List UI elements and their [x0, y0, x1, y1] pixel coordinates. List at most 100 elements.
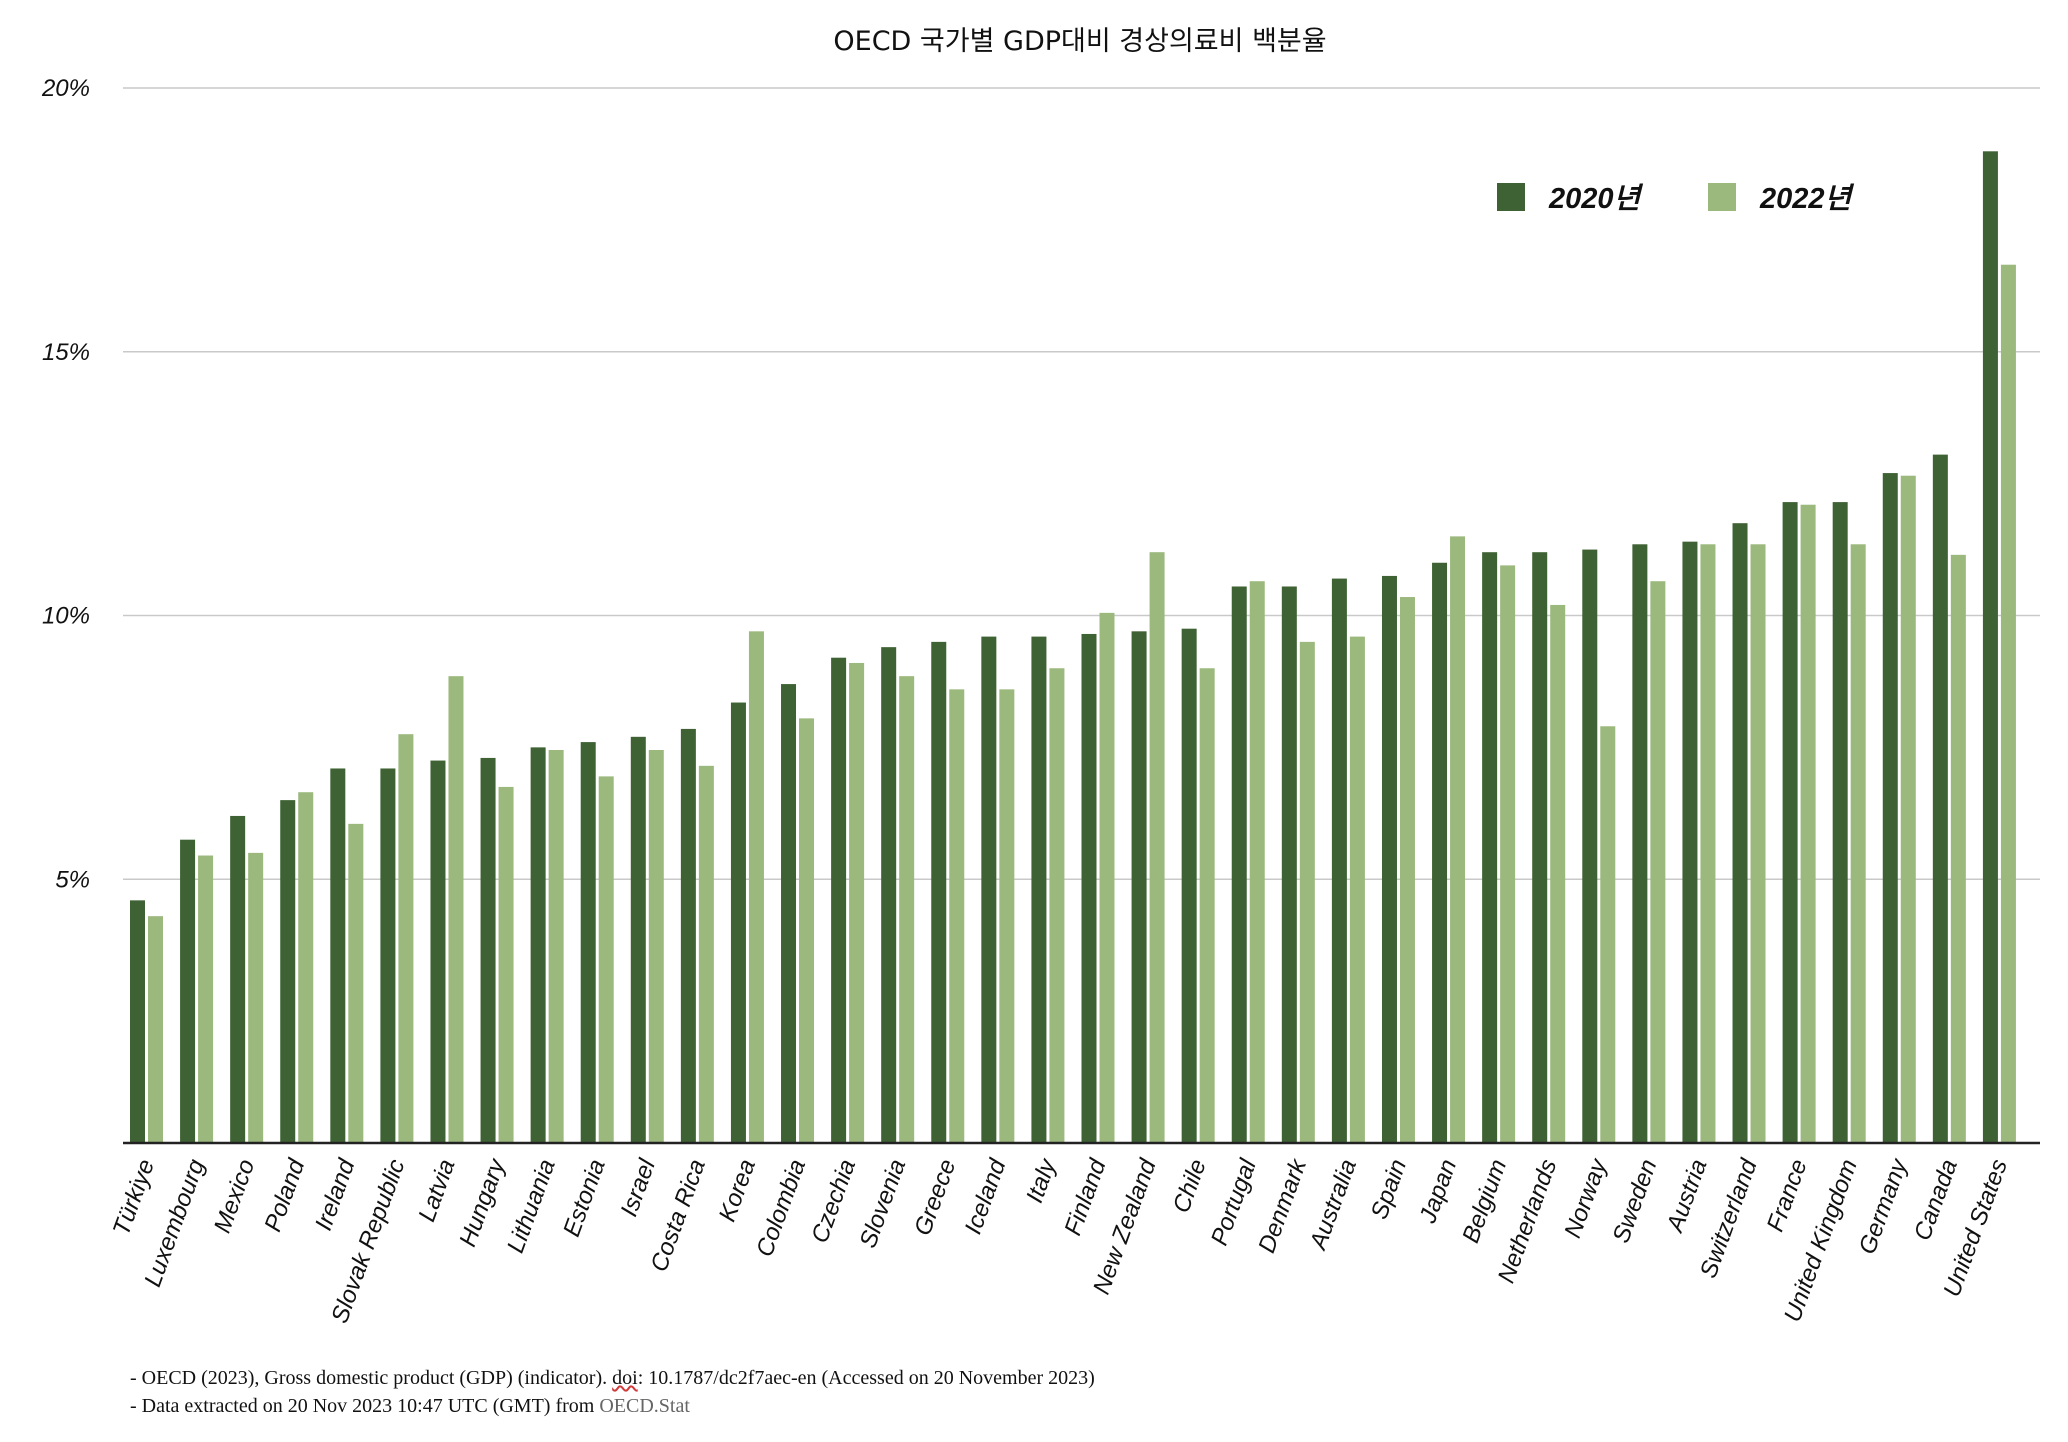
x-tick-label: Chile: [1168, 1156, 1212, 1217]
bar-series-2: [999, 689, 1015, 1143]
bar-series-2: [348, 823, 364, 1143]
legend: 2020년 2022년: [1497, 183, 1855, 215]
bar-series-1: [831, 657, 847, 1143]
x-tick-label: Poland: [259, 1155, 310, 1235]
x-tick-label: Türkiye: [108, 1156, 160, 1239]
x-tick-label: Iceland: [960, 1155, 1012, 1238]
oecd-stat-link[interactable]: OECD.Stat: [599, 1395, 690, 1417]
bar-series-1: [580, 742, 596, 1143]
bar-series-2: [748, 631, 764, 1143]
y-tick-label: 15%: [42, 339, 90, 366]
x-tick-label: Australia: [1304, 1156, 1362, 1255]
bar-series-1: [1081, 633, 1097, 1143]
bar-series-1: [931, 641, 947, 1143]
x-tick-label: Finland: [1059, 1155, 1112, 1239]
x-tick-label: Austria: [1661, 1156, 1713, 1237]
y-tick-label: 20%: [41, 75, 90, 102]
y-axis-ticks: 5% 10% 15% 20%: [41, 75, 90, 893]
bar-series-1: [1432, 562, 1448, 1143]
bar-series-2: [148, 916, 163, 1143]
bar-series-2: [698, 765, 714, 1143]
x-tick-label: Canada: [1909, 1156, 1963, 1244]
x-tick-label: Japan: [1414, 1156, 1462, 1228]
bar-series-1: [781, 684, 797, 1143]
bar-series-1: [1682, 541, 1698, 1143]
x-tick-label: Korea: [714, 1156, 761, 1225]
x-tick-label: Spain: [1366, 1156, 1412, 1223]
bar-series-2: [448, 676, 464, 1143]
bar-series-1: [380, 768, 396, 1143]
footnote-source-text: - OECD (2023), Gross domestic product (G…: [130, 1367, 613, 1389]
bar-series-2: [1900, 475, 1916, 1143]
bar-series-2: [1800, 504, 1816, 1144]
legend-label: 2020년: [1548, 183, 1644, 215]
footnote-extraction-text: - Data extracted on 20 Nov 2023 10:47 UT…: [130, 1395, 600, 1417]
bar-series-1: [330, 768, 346, 1143]
bars: [130, 151, 2016, 1144]
x-tick-label: Germany: [1854, 1154, 1914, 1258]
bar-series-1: [1482, 552, 1498, 1143]
x-tick-label: Denmark: [1253, 1154, 1312, 1257]
bar-series-2: [1600, 726, 1616, 1143]
bar-series-2: [1650, 581, 1666, 1143]
bar-series-1: [1732, 523, 1748, 1143]
chart-title: OECD 국가별 GDP대비 경상의료비 백분율: [833, 26, 1326, 57]
bar-series-1: [280, 800, 296, 1143]
bar-series-1: [1882, 473, 1898, 1143]
bar-series-1: [730, 702, 746, 1143]
bar-series-1: [1782, 502, 1798, 1143]
bar-series-2: [899, 676, 915, 1143]
bar-series-2: [1049, 668, 1065, 1143]
bar-series-1: [130, 900, 145, 1143]
bar-series-2: [1249, 581, 1265, 1143]
bar-series-2: [799, 718, 815, 1143]
x-tick-label: Italy: [1021, 1154, 1062, 1206]
bar-series-2: [1399, 597, 1415, 1143]
bar-series-2: [648, 750, 664, 1143]
bar-series-2: [1450, 536, 1466, 1143]
bar-series-2: [1950, 554, 1966, 1143]
bar-series-1: [230, 815, 246, 1143]
x-tick-label: Czechia: [806, 1156, 861, 1247]
bar-series-2: [298, 792, 314, 1143]
bar-series-1: [480, 757, 496, 1143]
bar-series-1: [1532, 552, 1548, 1143]
bar-series-1: [630, 736, 646, 1143]
bar-series-2: [1850, 544, 1866, 1143]
bar-series-1: [530, 747, 546, 1143]
x-tick-label: Latvia: [413, 1156, 460, 1225]
bar-series-1: [1582, 549, 1598, 1143]
bar-series-1: [1832, 502, 1848, 1143]
bar-series-2: [1500, 565, 1516, 1143]
bar-series-2: [1550, 604, 1566, 1143]
bar-series-2: [1750, 544, 1766, 1143]
x-tick-label: Hungary: [454, 1154, 511, 1250]
x-tick-label: France: [1762, 1156, 1813, 1235]
bar-series-2: [548, 750, 564, 1143]
x-tick-label: Sweden: [1607, 1156, 1662, 1247]
bar-series-2: [949, 689, 965, 1143]
bar-series-2: [498, 786, 514, 1143]
bar-series-1: [1381, 575, 1397, 1143]
footnote-extraction: - Data extracted on 20 Nov 2023 10:47 UT…: [130, 1395, 690, 1418]
footnote-doi-text: doi: [612, 1367, 638, 1389]
x-tick-label: Mexico: [209, 1156, 260, 1237]
x-tick-label: Estonia: [558, 1156, 611, 1240]
bar-series-1: [1181, 628, 1197, 1143]
legend-label: 2022년: [1759, 183, 1855, 215]
bar-series-2: [398, 734, 414, 1143]
bar-series-1: [1331, 578, 1347, 1143]
bar-series-1: [1131, 631, 1147, 1143]
x-tick-label: Lithuania: [502, 1156, 561, 1257]
bar-series-2: [198, 855, 214, 1143]
bar-series-2: [1349, 636, 1365, 1143]
legend-swatch: [1497, 183, 1525, 211]
bar-series-2: [598, 776, 614, 1143]
bar-series-1: [180, 839, 196, 1143]
x-tick-label: Norway: [1559, 1154, 1613, 1242]
footnote-doi-value: : 10.1787/dc2f7aec-en (Accessed on 20 No…: [637, 1367, 1095, 1389]
legend-swatch: [1708, 183, 1736, 211]
bar-series-1: [1632, 544, 1648, 1143]
bar-series-2: [1700, 544, 1716, 1143]
